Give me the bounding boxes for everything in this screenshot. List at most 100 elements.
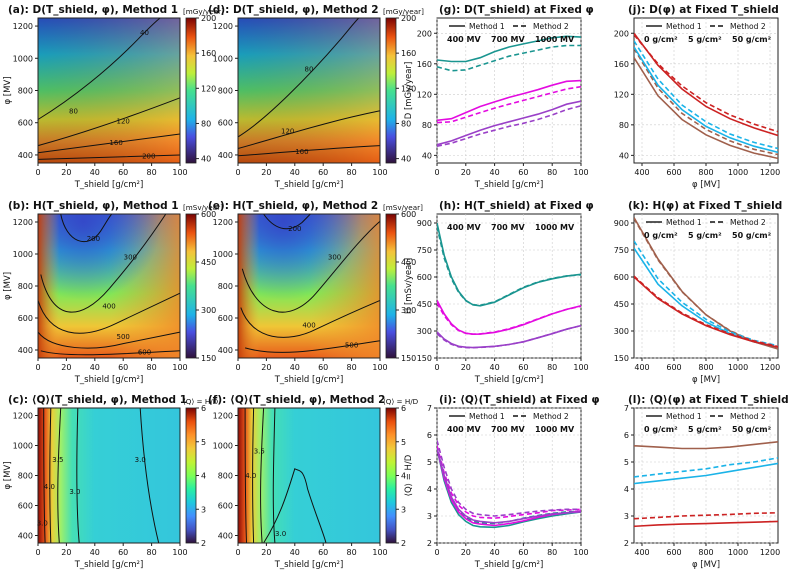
contour-line [60,213,113,243]
series-line [437,35,581,63]
contour-label: 300 [124,254,137,262]
x-tick-label: 20 [61,168,71,177]
colorbar-tick-label: 40 [401,155,411,164]
panel-title: (k): H(φ) at Fixed T_shield [628,200,782,212]
x-tick-label: 1000 [728,363,748,372]
x-tick-label: 800 [698,548,713,557]
colorbar-tick-label: 450 [401,258,416,267]
colorbar-tick-label: 80 [201,119,211,128]
x-tick-label: 40 [290,548,300,557]
y-tick-label: 450 [417,300,432,309]
colorbar-unit: ⟨Q⟩ = H/D [183,397,219,406]
contour-line [139,407,160,544]
series-line [437,324,581,349]
y-tick-label: 400 [18,151,33,160]
x-axis-label: T_shield [g/cm²] [274,560,344,570]
contour-line [37,17,161,120]
contour-line [40,213,167,313]
x-tick-label: 100 [172,548,187,557]
y-tick-label: 300 [417,327,432,336]
colorbar [385,407,397,544]
x-tick-label: 0 [35,168,40,177]
x-tick-label: 20 [261,168,271,177]
contour-label: 200 [288,225,301,233]
contour-label: 200 [87,235,100,243]
contour-label: 600 [138,349,151,357]
x-axis-label: φ [MV] [692,180,720,190]
colorbar-tick-label: 200 [401,14,416,23]
contour-line [263,468,327,544]
x-tick-label: 60 [518,548,528,557]
colorbar-tick-label: 160 [201,49,216,58]
x-tick-label: 100 [172,168,187,177]
x-tick-label: 60 [318,548,328,557]
heatmap-panel-b: (b): H(T_shield, φ), Method 120030040050… [3,200,223,385]
colorbar-tick-label: 80 [401,119,411,128]
x-tick-label: 20 [61,363,71,372]
heatmap-panel-c: (c): ⟨Q⟩(T_shield, φ), Method 1 3.0 3.5 4.0… [3,394,219,570]
y-tick-label: 600 [218,502,233,511]
contour-line [37,292,181,334]
x-tick-label: 80 [547,363,557,372]
contour-label: 160 [109,139,122,147]
x-tick-label: 60 [118,168,128,177]
x-tick-label: 80 [347,548,357,557]
colorbar-tick-label: 300 [401,306,416,315]
x-tick-label: 400 [634,363,649,372]
colorbar-tick-label: 600 [401,210,416,219]
contour-line [49,407,52,544]
contour-label: 400 [102,303,115,311]
y-tick-label: 300 [614,327,629,336]
contour-label: 400 [302,321,315,329]
colorbar-tick-label: 5 [201,438,206,447]
y-tick-label: 800 [18,282,33,291]
series-line [634,441,778,450]
line-panel-h: (h): H(T_shield) at Fixed φ 0 20 40 60 80 100 1… [404,200,594,385]
y-tick-label: 600 [417,273,432,282]
colorbar-unit: [mGy/year] [383,7,424,16]
y-tick-label: 400 [18,346,33,355]
contour-label: 120 [117,117,130,125]
series-line [634,46,778,154]
colorbar-tick-label: 150 [201,354,216,363]
colorbar-unit: [mSv/year] [183,203,223,212]
contour-label: 3.0 [69,488,80,496]
y-tick-label: 400 [18,532,33,541]
line-panel-i: (i): ⟨Q⟩(T_shield) at Fixed φ 0 20 40 60 80 10… [404,394,600,570]
x-tick-label: 80 [547,548,557,557]
y-tick-label: 150 [614,354,629,363]
line-panel-l: (l): ⟨Q⟩(φ) at Fixed T_shield 400 600 800 10… [624,394,789,570]
colorbar-tick-label: 3 [401,505,406,514]
contour-line [237,145,381,157]
y-tick-label: 800 [18,472,33,481]
y-tick-label: 6 [624,431,629,440]
x-tick-label: 400 [634,168,649,177]
panel-title: (f): ⟨Q⟩(T_shield, φ), Method 2 [208,394,385,406]
x-tick-label: 80 [147,168,157,177]
colorbar-tick-label: 300 [201,306,216,315]
legend-style-label: Method 1 [666,218,702,227]
x-tick-label: 60 [118,548,128,557]
panel-title: (e): H(T_shield, φ), Method 2 [208,200,378,212]
panel-title: (h): H(T_shield) at Fixed φ [439,200,594,212]
legend-group-label: 1000 MV [535,35,575,44]
contour-line [240,299,381,338]
y-tick-label: 4 [427,485,432,494]
y-tick-label: 600 [18,314,33,323]
y-tick-label: 160 [417,60,432,69]
contour-line [263,213,311,230]
line-panel-k: (k): H(φ) at Fixed T_shield 400 600 800 1000… [614,200,783,385]
legend-group-label: 1000 MV [535,223,575,232]
y-tick-label: 1000 [213,442,233,451]
x-axis-label: T_shield [g/cm²] [74,375,144,385]
x-axis-label: T_shield [g/cm²] [74,560,144,570]
legend-style-label: Method 2 [730,218,766,227]
panel-title: (j): D(φ) at Fixed T_shield [628,4,779,16]
x-axis-label: T_shield [g/cm²] [474,560,544,570]
x-tick-label: 100 [573,548,588,557]
heatmap-panel-f: (f): ⟨Q⟩(T_shield, φ), Method 2 3.5 4.0 3.0… [208,394,419,570]
panel-title: (i): ⟨Q⟩(T_shield) at Fixed φ [439,394,600,406]
y-tick-label: 450 [614,300,629,309]
legend-style-label: Method 2 [730,22,766,31]
contour-line [252,407,255,544]
